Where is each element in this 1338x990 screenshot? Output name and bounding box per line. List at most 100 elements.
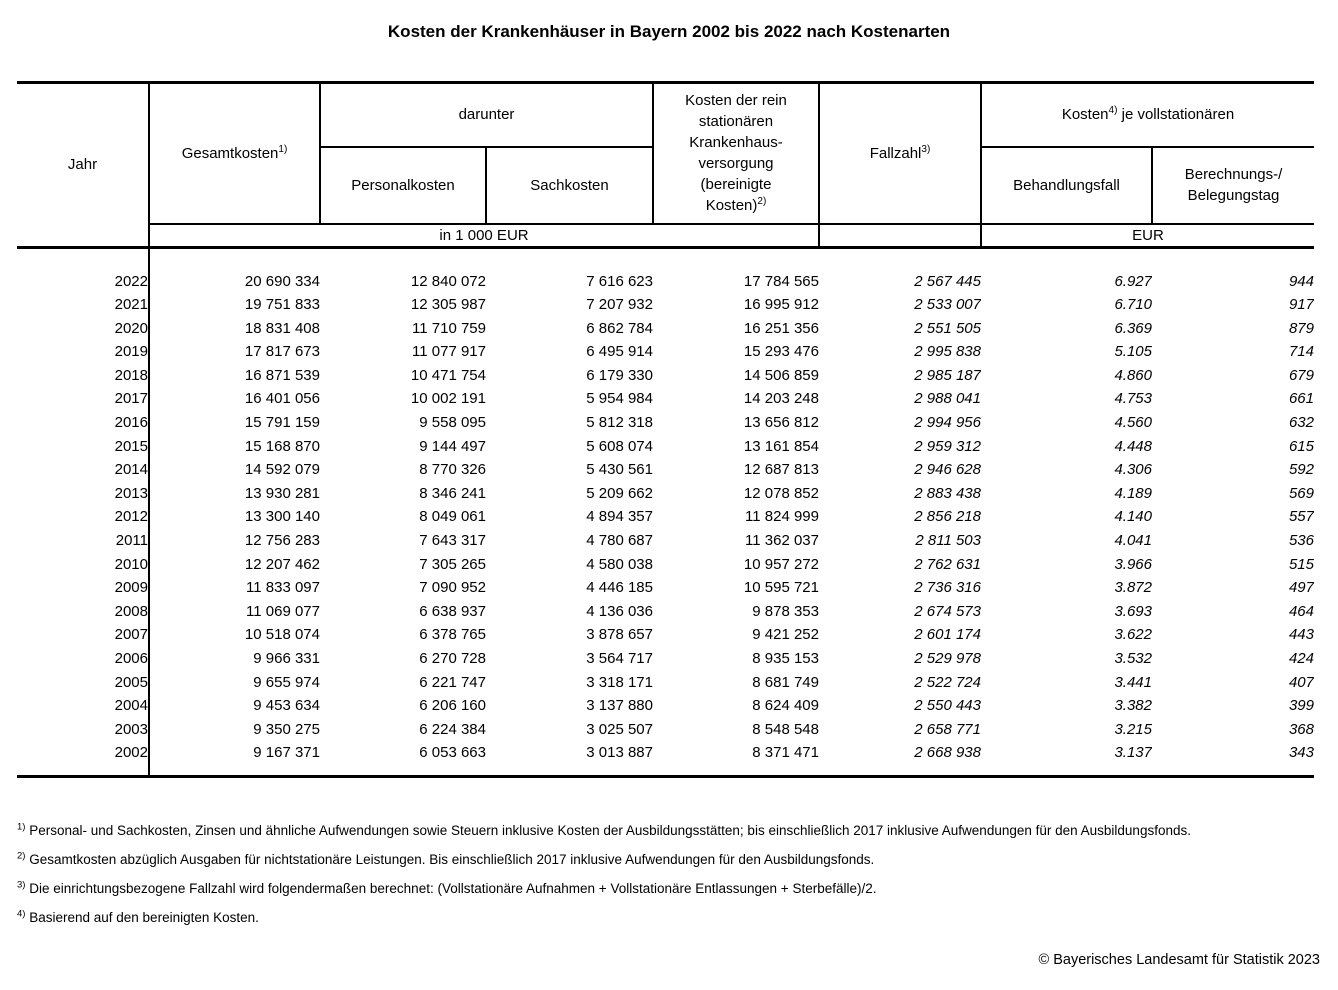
cell-fallzahl: 2 668 938 (914, 744, 981, 762)
cell-personalkosten: 9 144 497 (419, 437, 486, 455)
cell-jahr: 2020 (17, 316, 150, 341)
cell-behandlungsfall: 3.137 (1114, 744, 1152, 762)
cell-fallzahl: 2 522 724 (914, 673, 981, 691)
cell-berechnungstag: 569 (1288, 484, 1314, 502)
cell-sachkosten: 4 446 185 (586, 579, 653, 597)
cell-berechnungstag: 424 (1288, 650, 1314, 667)
cell-jahr: 2016 (17, 411, 150, 435)
cell-sachkosten: 3 013 887 (586, 744, 653, 762)
cell-bereinigte-kosten: 13 656 812 (743, 414, 819, 432)
cell-sachkosten: 4 780 687 (586, 532, 653, 550)
table-header: Jahr Gesamtkosten1) darunter Kosten der … (17, 82, 1314, 249)
footnote-ref-2: 2) (757, 196, 767, 208)
cell-behandlungsfall: 3.215 (1114, 720, 1152, 738)
cell-fallzahl: 2 856 218 (914, 508, 981, 526)
cell-fallzahl: 2 551 505 (914, 319, 981, 337)
cell-sachkosten: 6 179 330 (586, 366, 653, 384)
cell-jahr: 2003 (17, 717, 150, 742)
cell-fallzahl: 2 883 438 (914, 484, 981, 502)
cell-personalkosten: 6 378 765 (419, 626, 486, 644)
col-header-gesamtkosten: Gesamtkosten1) (149, 82, 321, 225)
cell-bereinigte-kosten: 13 161 854 (743, 437, 819, 455)
bereinigte-kosten-label-last: Kosten) (705, 197, 758, 215)
cell-gesamtkosten: 17 817 673 (244, 343, 320, 361)
footnote-1: 1) Personal- und Sachkosten, Zinsen und … (17, 820, 1319, 842)
col-header-jahr: Jahr (17, 82, 150, 249)
cell-behandlungsfall: 4.140 (1114, 508, 1152, 526)
cell-bereinigte-kosten: 15 293 476 (743, 343, 819, 361)
cell-sachkosten: 3 878 657 (586, 626, 653, 644)
cell-gesamtkosten: 15 791 159 (244, 414, 320, 432)
cell-gesamtkosten: 13 300 140 (244, 508, 320, 526)
cell-gesamtkosten: 10 518 074 (244, 626, 320, 644)
cell-gesamtkosten: 9 167 371 (253, 744, 320, 762)
cell-berechnungstag: 343 (1288, 744, 1314, 762)
jahr-label: Jahr (67, 156, 98, 174)
cell-fallzahl: 2 946 628 (914, 461, 981, 479)
table-row: 2016 15 791 159 9 558 095 5 812 318 13 656 8… (17, 411, 1314, 435)
cell-behandlungsfall: 4.448 (1114, 437, 1152, 455)
table-row: 2011 12 756 283 7 643 317 4 780 687 11 362 0… (17, 529, 1314, 553)
cell-fallzahl: 2 736 316 (914, 579, 981, 597)
cell-fallzahl: 2 601 174 (914, 626, 981, 644)
copyright-notice: © Bayerisches Landesamt für Statistik 20… (1038, 952, 1321, 968)
table-row: 2003 9 350 275 6 224 384 3 025 507 8 548 548… (17, 717, 1314, 742)
cell-berechnungstag: 917 (1288, 296, 1314, 314)
cell-fallzahl: 2 985 187 (914, 366, 981, 384)
footnote-ref-3: 3) (921, 143, 931, 155)
col-header-sachkosten: Sachkosten (486, 146, 654, 225)
cell-jahr: 2011 (17, 529, 150, 553)
table-row: 2009 11 833 097 7 090 952 4 446 185 10 595 7… (17, 576, 1314, 600)
footnotes: 1) Personal- und Sachkosten, Zinsen und … (17, 820, 1319, 936)
col-header-behandlungsfall: Behandlungsfall (981, 146, 1153, 225)
table-row: 2014 14 592 079 8 770 326 5 430 561 12 687 8… (17, 458, 1314, 482)
cell-bereinigte-kosten: 9 878 353 (752, 602, 819, 620)
cell-fallzahl: 2 567 445 (914, 272, 981, 290)
cell-jahr: 2019 (17, 340, 150, 364)
table-row: 2022 20 690 334 12 840 072 7 616 623 17 784 … (17, 247, 1314, 294)
cell-fallzahl: 2 811 503 (915, 532, 981, 550)
col-header-berechnungstag: Berechnungs-/Belegungstag (1152, 146, 1314, 225)
cell-behandlungsfall: 6.927 (1114, 272, 1152, 290)
cell-jahr: 2022 (17, 247, 150, 294)
cell-personalkosten: 10 471 754 (410, 366, 486, 384)
cell-behandlungsfall: 5.105 (1114, 343, 1152, 361)
table-row: 2017 16 401 056 10 002 191 5 954 984 14 203 … (17, 387, 1314, 412)
col-header-kosten-je-vollstationaeren: Kosten4) je vollstationären (981, 82, 1314, 148)
cell-personalkosten: 7 305 265 (419, 555, 486, 573)
cell-behandlungsfall: 3.966 (1114, 555, 1152, 573)
cell-sachkosten: 3 564 717 (586, 650, 653, 667)
cell-bereinigte-kosten: 8 681 749 (752, 673, 819, 691)
cell-personalkosten: 10 002 191 (410, 390, 486, 408)
col-header-bereinigte-kosten: Kosten der rein stationären Krankenhaus-ve… (653, 82, 820, 225)
table-body: 2022 20 690 334 12 840 072 7 616 623 17 784 … (17, 247, 1314, 777)
cell-fallzahl: 2 988 041 (914, 390, 981, 408)
col-header-personalkosten: Personalkosten (320, 146, 487, 225)
unit-cell-empty (819, 223, 982, 249)
cell-bereinigte-kosten: 11 362 037 (745, 532, 819, 550)
cell-behandlungsfall: 4.189 (1114, 484, 1152, 502)
table-row: 2012 13 300 140 8 049 061 4 894 357 11 824 9… (17, 505, 1314, 530)
cell-personalkosten: 6 638 937 (419, 602, 486, 620)
footnote-2: 2) Gesamtkosten abzüglich Ausgaben für n… (17, 849, 1319, 871)
table-row: 2007 10 518 074 6 378 765 3 878 657 9 421 25… (17, 623, 1314, 647)
cell-fallzahl: 2 995 838 (914, 343, 981, 361)
table-row: 2015 15 168 870 9 144 497 5 608 074 13 161 8… (17, 434, 1314, 459)
cell-jahr: 2018 (17, 363, 150, 388)
cell-sachkosten: 3 025 507 (586, 720, 653, 738)
darunter-label: darunter (458, 106, 515, 124)
cell-fallzahl: 2 674 573 (914, 602, 981, 620)
table-row: 2019 17 817 673 11 077 917 6 495 914 15 293 … (17, 340, 1314, 364)
cell-jahr: 2010 (17, 552, 150, 577)
table-row: 2018 16 871 539 10 471 754 6 179 330 14 506 … (17, 363, 1314, 388)
footnote-1-text: Personal- und Sachkosten, Zinsen und ähn… (29, 823, 1191, 838)
footnote-4-text: Basierend auf den bereinigten Kosten. (29, 910, 259, 925)
cell-gesamtkosten: 15 168 870 (244, 437, 320, 455)
cell-gesamtkosten: 11 833 097 (246, 579, 320, 597)
col-header-darunter: darunter (320, 82, 654, 148)
cell-behandlungsfall: 6.369 (1114, 319, 1152, 337)
cell-personalkosten: 8 770 326 (419, 461, 486, 479)
cell-jahr: 2002 (17, 741, 150, 777)
cell-behandlungsfall: 4.860 (1114, 366, 1152, 384)
cell-personalkosten: 6 206 160 (419, 697, 486, 715)
